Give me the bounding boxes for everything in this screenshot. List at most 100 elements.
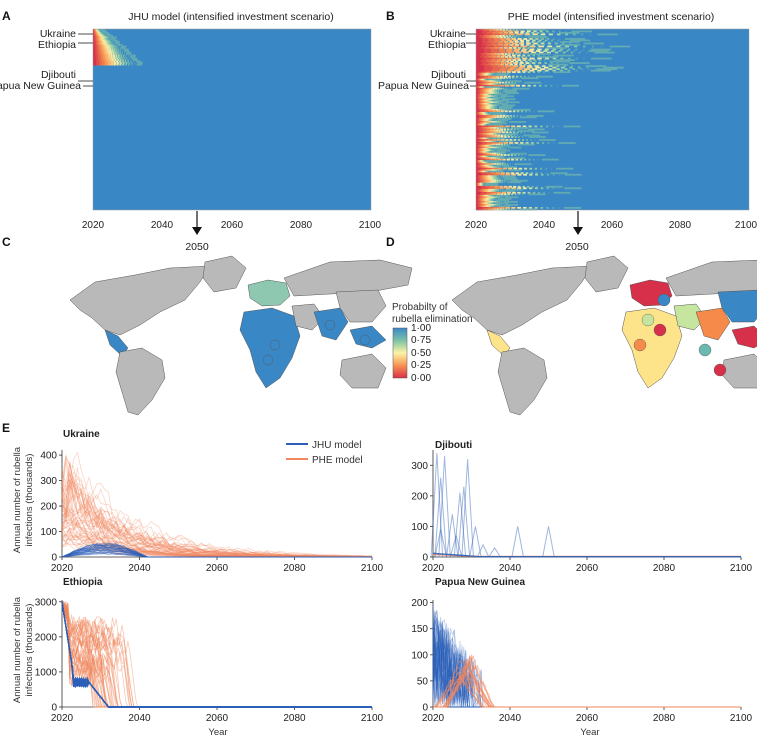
heatmap-b-cell <box>479 175 482 178</box>
heatmap-b-cell <box>478 205 481 208</box>
heatmap-b-cell <box>479 178 483 181</box>
heatmap-b-cell <box>542 41 545 43</box>
heatmap-a-cell <box>95 39 98 42</box>
heatmap-b-cell <box>520 44 525 46</box>
heatmap-b-row-labels: Ukraine Ethiopia Djibouti Papua New Guin… <box>378 28 476 92</box>
heatmap-b-cell <box>485 102 488 105</box>
jhu-line-ukraine <box>61 546 372 558</box>
heatmap-a-cell <box>93 35 95 37</box>
heatmap-b-cell <box>481 178 485 181</box>
heatmap-b-cell <box>559 38 561 40</box>
heatmap-b-cell <box>497 83 499 86</box>
heatmap-a-cell <box>120 54 123 57</box>
heatmap-b-cell <box>514 154 517 156</box>
heatmap-a-cell <box>111 39 113 42</box>
jhu-spike-djibouti <box>449 533 463 558</box>
heatmap-a-cell <box>107 48 110 51</box>
heatmap-b-cell <box>483 184 485 187</box>
heatmap-b-cell <box>484 143 488 146</box>
heatmap-b-cell <box>505 152 507 155</box>
heatmap-b-cell <box>483 188 487 191</box>
heatmap-b-cell <box>482 179 486 182</box>
heatmap-b-cell <box>517 54 521 57</box>
heatmap-b-cell <box>494 146 497 149</box>
heatmap-a-cell <box>110 36 112 39</box>
heatmap-b-cell <box>479 145 482 147</box>
heatmap-b-cell <box>502 121 504 123</box>
heatmap-b-cell <box>486 111 488 114</box>
legend-tick-075: 0·75 <box>411 335 431 346</box>
heatmap-b-cell <box>492 200 495 203</box>
heatmap-b-transition <box>603 66 624 69</box>
heatmap-b-cell <box>484 176 487 179</box>
heatmap-b-cell <box>476 66 485 69</box>
heatmap-b-cell <box>495 130 498 132</box>
heatmap-b-cell <box>476 133 479 135</box>
heatmap-b-cell <box>494 133 497 135</box>
heatmap-b-cell <box>490 137 492 140</box>
heatmap-a-cell <box>100 36 103 39</box>
heatmap-b-cell <box>486 72 489 75</box>
heatmap-b-cell <box>490 166 493 169</box>
heatmap-b-cell <box>487 95 490 98</box>
heatmap-b-cell <box>582 69 585 72</box>
heatmap-b-cell <box>554 42 558 45</box>
heatmap-a-cell <box>94 36 97 39</box>
heatmap-b-cell <box>486 166 489 169</box>
heatmap-a-cell <box>99 33 102 36</box>
heatmap-b-cell <box>482 194 485 197</box>
heatmap-b-cell <box>537 44 540 46</box>
heatmap-b-cell <box>528 125 532 128</box>
heatmap-b-cell <box>483 87 487 90</box>
heatmap-b-cell <box>496 139 501 141</box>
heatmap-b-cell <box>478 101 481 104</box>
heatmap-b-cell <box>486 128 490 131</box>
map-c-region-patch <box>324 319 336 331</box>
heatmap-b-cell <box>480 121 484 123</box>
heatmap-b-cell <box>477 164 480 167</box>
heatmap-b-cell <box>488 137 490 140</box>
heatmap-b-cell <box>495 30 501 33</box>
heatmap-b-cell <box>476 89 479 92</box>
heatmap-b-cell <box>483 160 485 163</box>
heatmap-b-cell <box>487 113 489 116</box>
heatmap-b-cell <box>491 163 494 166</box>
heatmap-b-cell <box>507 39 513 42</box>
heatmap-b-cell <box>538 191 541 194</box>
heatmap-b-cell <box>485 127 488 129</box>
heatmap-b-cell <box>476 122 479 125</box>
heatmap-b-transition <box>531 131 549 134</box>
heatmap-b-cell <box>575 48 578 51</box>
heatmap-b-cell <box>483 42 491 45</box>
heatmap-b-cell <box>531 75 534 78</box>
heatmap-b-cell <box>505 139 509 141</box>
heatmap-a-cell <box>117 51 119 54</box>
heatmap-b-cell <box>521 154 523 156</box>
heatmap-b-cell <box>505 125 510 128</box>
heatmap-b-cell <box>476 29 481 31</box>
heatmap-b-cell <box>496 133 499 135</box>
heatmap-b-cell <box>525 32 529 34</box>
heatmap-b-cell <box>490 74 492 77</box>
panel-d: D 2050 Probabilty of rubella elimination… <box>386 235 757 416</box>
heatmap-b-cell <box>476 128 481 131</box>
heatmap-b-cell <box>534 65 539 68</box>
heatmap-b-cell <box>487 78 489 81</box>
heatmap-b-cell <box>481 142 488 144</box>
heatmap-a-cell <box>95 50 98 52</box>
heatmap-a-cell <box>95 38 98 40</box>
heatmap-b-cell <box>482 124 484 126</box>
heatmap-b-cell <box>483 99 486 102</box>
heatmap-a-cell <box>108 57 111 60</box>
heatmap-b-transition <box>564 206 582 209</box>
heatmap-b-cell <box>480 185 486 188</box>
heatmap-b-transition <box>526 114 544 117</box>
heatmap-b-cell <box>513 131 516 134</box>
heatmap-b-cell <box>515 51 522 54</box>
heatmap-b-cell <box>476 44 483 46</box>
heatmap-b-cell <box>492 190 495 193</box>
heatmap-b-cell <box>508 56 512 58</box>
heatmap-b-transition <box>494 102 508 105</box>
heatmap-b-cell <box>489 105 492 108</box>
ylabel-top-line2: infections (thousands) <box>24 454 35 547</box>
